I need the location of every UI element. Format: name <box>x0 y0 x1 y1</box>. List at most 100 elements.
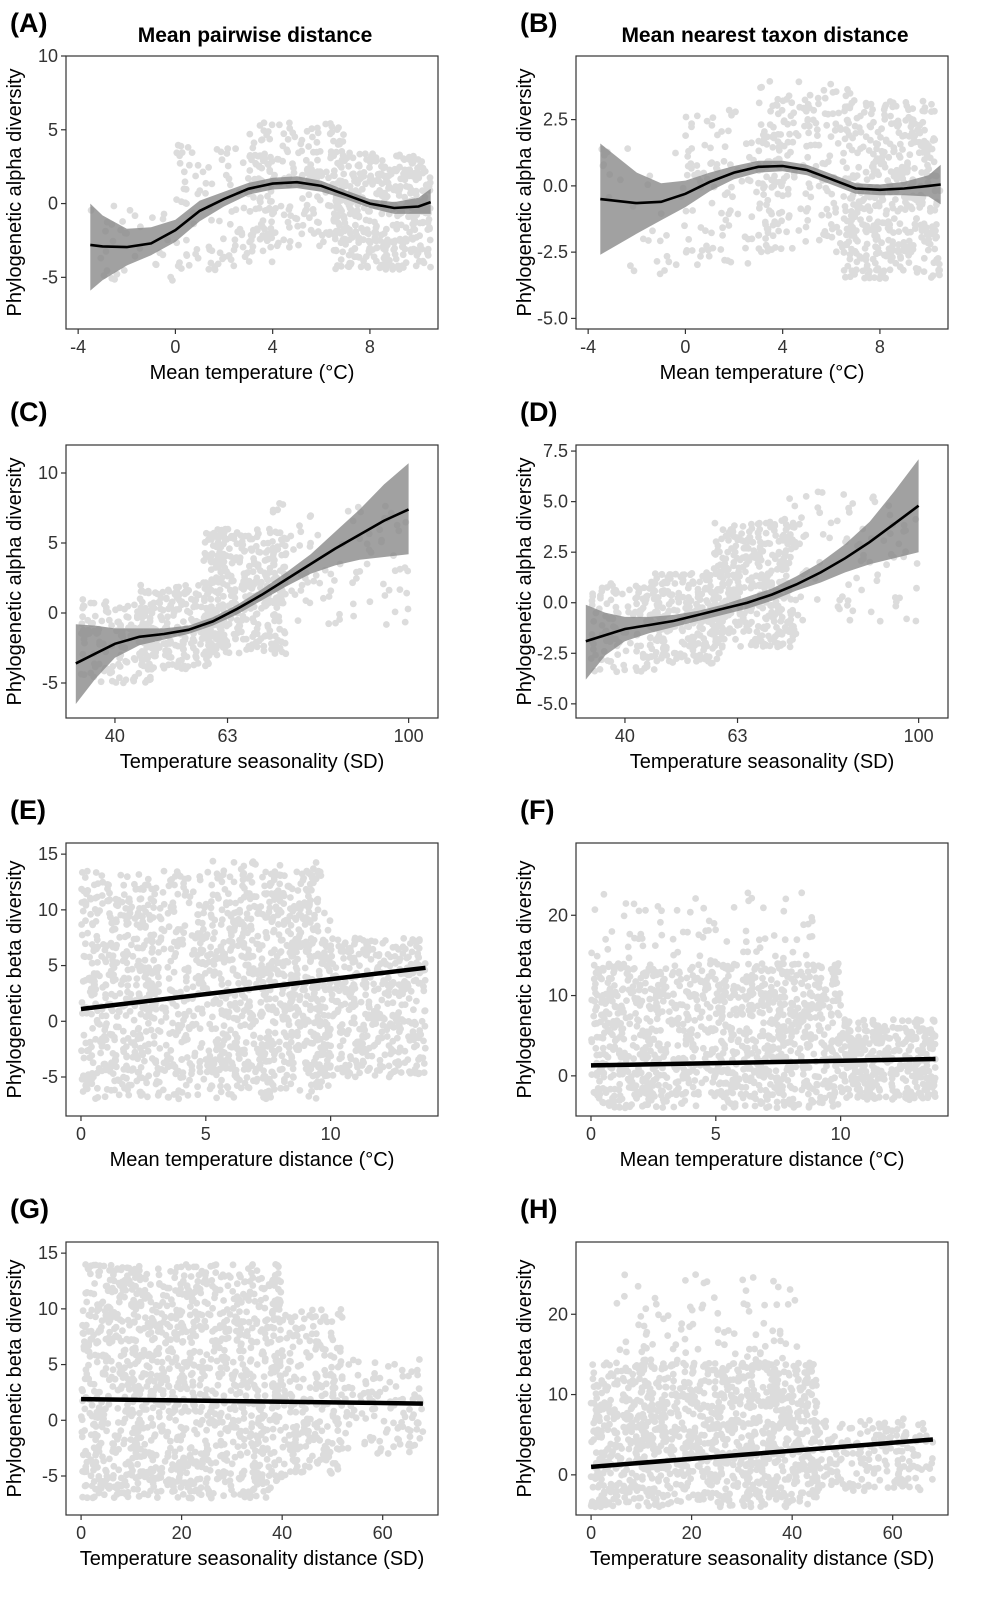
data-point <box>102 994 109 1002</box>
data-point <box>165 975 173 982</box>
data-point <box>783 565 790 573</box>
data-point <box>302 597 310 604</box>
data-point <box>826 152 834 160</box>
data-point <box>198 1005 206 1013</box>
data-point <box>89 921 97 929</box>
data-point <box>818 489 826 496</box>
data-point <box>683 247 691 254</box>
data-point <box>104 881 111 888</box>
data-point <box>829 110 837 118</box>
data-point <box>863 222 871 230</box>
data-point <box>725 127 732 135</box>
data-point <box>763 173 770 181</box>
data-point <box>754 520 762 528</box>
data-point <box>390 239 398 247</box>
data-point <box>852 130 859 137</box>
data-point <box>79 613 86 621</box>
data-point <box>714 131 721 139</box>
data-point <box>365 1004 373 1011</box>
data-point <box>122 1043 130 1050</box>
data-point <box>874 266 882 274</box>
data-point <box>755 147 763 155</box>
data-point <box>407 189 414 197</box>
data-point <box>194 1083 202 1091</box>
data-point <box>334 262 341 269</box>
data-point <box>93 1069 101 1077</box>
data-point <box>280 236 288 244</box>
data-point <box>247 915 255 923</box>
data-point <box>648 645 656 653</box>
data-point <box>106 889 113 897</box>
data-point <box>133 981 140 989</box>
data-point <box>268 198 275 205</box>
data-point <box>262 990 269 997</box>
data-point <box>329 1071 337 1079</box>
data-point <box>147 601 155 608</box>
data-point <box>351 253 358 261</box>
data-point <box>178 1038 186 1046</box>
data-point <box>208 558 215 566</box>
data-point <box>135 871 143 878</box>
data-point <box>297 929 305 936</box>
data-point <box>131 673 139 681</box>
data-point <box>913 584 920 592</box>
panel-letter: (C) <box>10 397 47 427</box>
data-point <box>172 950 180 957</box>
data-point <box>815 236 823 244</box>
data-point <box>110 202 118 210</box>
data-point <box>784 152 791 159</box>
data-point <box>184 144 192 151</box>
data-point <box>230 859 238 866</box>
data-point <box>97 1049 104 1057</box>
data-point <box>376 264 384 272</box>
data-point <box>875 202 883 210</box>
data-point <box>159 606 167 614</box>
data-point <box>183 200 190 208</box>
data-point <box>236 1076 243 1084</box>
data-point <box>305 143 312 150</box>
data-point <box>294 887 302 894</box>
data-point <box>332 197 340 204</box>
data-point <box>188 932 196 939</box>
data-point <box>930 158 938 166</box>
data-point <box>202 190 209 197</box>
data-point <box>778 613 786 621</box>
data-point <box>183 252 191 259</box>
data-point <box>165 605 172 613</box>
x-tick-label: 4 <box>778 337 788 357</box>
data-point <box>180 618 187 625</box>
data-point <box>98 872 106 879</box>
data-point <box>859 143 867 151</box>
data-point <box>902 226 909 234</box>
data-point <box>155 949 162 956</box>
data-point <box>905 237 913 245</box>
data-point <box>132 886 140 893</box>
data-point <box>180 645 187 653</box>
data-point <box>146 676 153 684</box>
y-tick-label: -2.5 <box>537 643 568 663</box>
data-point <box>408 948 416 956</box>
data-point <box>269 544 277 552</box>
data-point <box>330 167 338 175</box>
data-point <box>378 192 386 200</box>
data-point <box>665 601 673 608</box>
data-point <box>863 176 871 184</box>
panel-title: Mean nearest taxon distance <box>621 24 908 47</box>
data-point <box>144 881 152 889</box>
data-point <box>721 191 729 199</box>
data-point <box>253 574 261 582</box>
data-point <box>931 107 938 115</box>
data-point <box>288 990 295 998</box>
data-point <box>383 1033 391 1040</box>
data-point <box>115 1091 123 1099</box>
data-point <box>712 628 719 636</box>
data-point <box>226 545 233 552</box>
data-point <box>404 166 412 174</box>
data-point <box>361 150 369 158</box>
data-point <box>842 273 849 281</box>
data-point <box>310 865 317 873</box>
data-point <box>136 1088 144 1096</box>
data-point <box>708 159 716 167</box>
data-point <box>732 635 739 643</box>
